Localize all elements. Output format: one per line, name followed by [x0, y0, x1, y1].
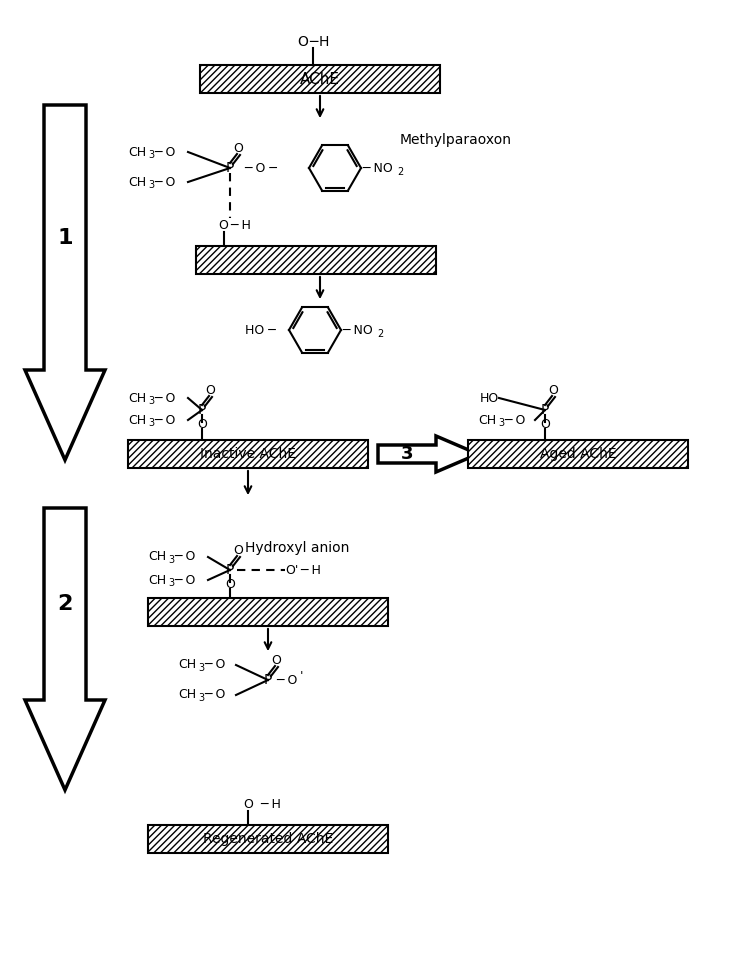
- Text: ─ O: ─ O: [204, 659, 225, 672]
- Text: 2: 2: [377, 329, 383, 339]
- Text: 1: 1: [58, 228, 73, 247]
- Text: ─ O: ─ O: [276, 673, 297, 686]
- Text: AChE: AChE: [300, 72, 340, 86]
- Text: CH: CH: [178, 659, 196, 672]
- Text: O: O: [540, 418, 550, 430]
- Text: ─ NO: ─ NO: [342, 324, 373, 336]
- Text: 3: 3: [498, 418, 504, 428]
- Bar: [200, 65, 440, 93]
- Text: O: O: [297, 35, 308, 49]
- Text: O: O: [225, 578, 235, 590]
- Text: ─ O: ─ O: [154, 414, 176, 426]
- Text: ─ O: ─ O: [174, 550, 195, 564]
- Text: 3: 3: [198, 663, 204, 673]
- Text: ─ H: ─ H: [260, 798, 281, 811]
- Text: ─ O: ─ O: [154, 175, 176, 189]
- Text: P: P: [226, 563, 234, 577]
- Text: CH: CH: [128, 414, 146, 426]
- Text: H: H: [319, 35, 330, 49]
- Text: Hydroxyl anion: Hydroxyl anion: [245, 541, 349, 555]
- Text: ─ H: ─ H: [230, 218, 251, 232]
- Text: 3: 3: [198, 693, 204, 703]
- Text: P: P: [264, 673, 272, 687]
- Text: HO: HO: [480, 391, 499, 404]
- Text: CH: CH: [128, 175, 146, 189]
- Polygon shape: [25, 105, 105, 460]
- Text: 3: 3: [401, 445, 413, 463]
- Text: ': ': [300, 670, 303, 682]
- Polygon shape: [25, 508, 105, 790]
- Text: 3: 3: [148, 396, 154, 406]
- Text: CH: CH: [178, 689, 196, 702]
- Bar: [148, 825, 388, 853]
- Text: HO ─: HO ─: [245, 324, 276, 336]
- Bar: [148, 598, 388, 626]
- Text: P: P: [198, 403, 206, 417]
- Text: ─ O: ─ O: [154, 145, 176, 159]
- Text: O: O: [243, 798, 253, 811]
- Text: P: P: [541, 403, 549, 417]
- Text: Regenerated AChE: Regenerated AChE: [203, 832, 333, 846]
- Text: O: O: [548, 384, 558, 396]
- Text: 3: 3: [168, 555, 174, 565]
- Text: ─ O: ─ O: [504, 414, 526, 426]
- Text: Methylparaoxon: Methylparaoxon: [400, 133, 512, 147]
- Text: 3: 3: [148, 180, 154, 190]
- Text: 2: 2: [58, 594, 73, 614]
- Text: CH: CH: [128, 391, 146, 404]
- Text: CH: CH: [148, 574, 166, 586]
- Text: 3: 3: [148, 418, 154, 428]
- Text: ─ O: ─ O: [154, 391, 176, 404]
- Text: O: O: [271, 653, 281, 667]
- Text: 3: 3: [148, 150, 154, 160]
- Text: CH: CH: [478, 414, 496, 426]
- Text: ─ O ─: ─ O ─: [244, 162, 277, 174]
- Text: ─ O: ─ O: [174, 574, 195, 586]
- Text: CH: CH: [128, 145, 146, 159]
- Text: P: P: [226, 161, 234, 175]
- Text: O': O': [285, 564, 298, 577]
- Text: 2: 2: [397, 167, 403, 177]
- Text: ─ H: ─ H: [300, 564, 321, 577]
- Text: 3: 3: [168, 578, 174, 588]
- Text: O: O: [233, 544, 243, 556]
- Text: ─ O: ─ O: [204, 689, 225, 702]
- Text: ─: ─: [309, 35, 317, 49]
- Text: O: O: [197, 418, 207, 430]
- Text: Inactive AChE: Inactive AChE: [200, 447, 296, 461]
- Text: Aged AChE: Aged AChE: [539, 447, 616, 461]
- Bar: [196, 246, 436, 274]
- Text: O: O: [205, 384, 215, 396]
- Text: ─ NO: ─ NO: [362, 162, 393, 174]
- Bar: [128, 440, 368, 468]
- Bar: [468, 440, 688, 468]
- Text: CH: CH: [148, 550, 166, 564]
- Text: O: O: [218, 218, 228, 232]
- Polygon shape: [378, 436, 478, 472]
- Text: O: O: [233, 141, 243, 154]
